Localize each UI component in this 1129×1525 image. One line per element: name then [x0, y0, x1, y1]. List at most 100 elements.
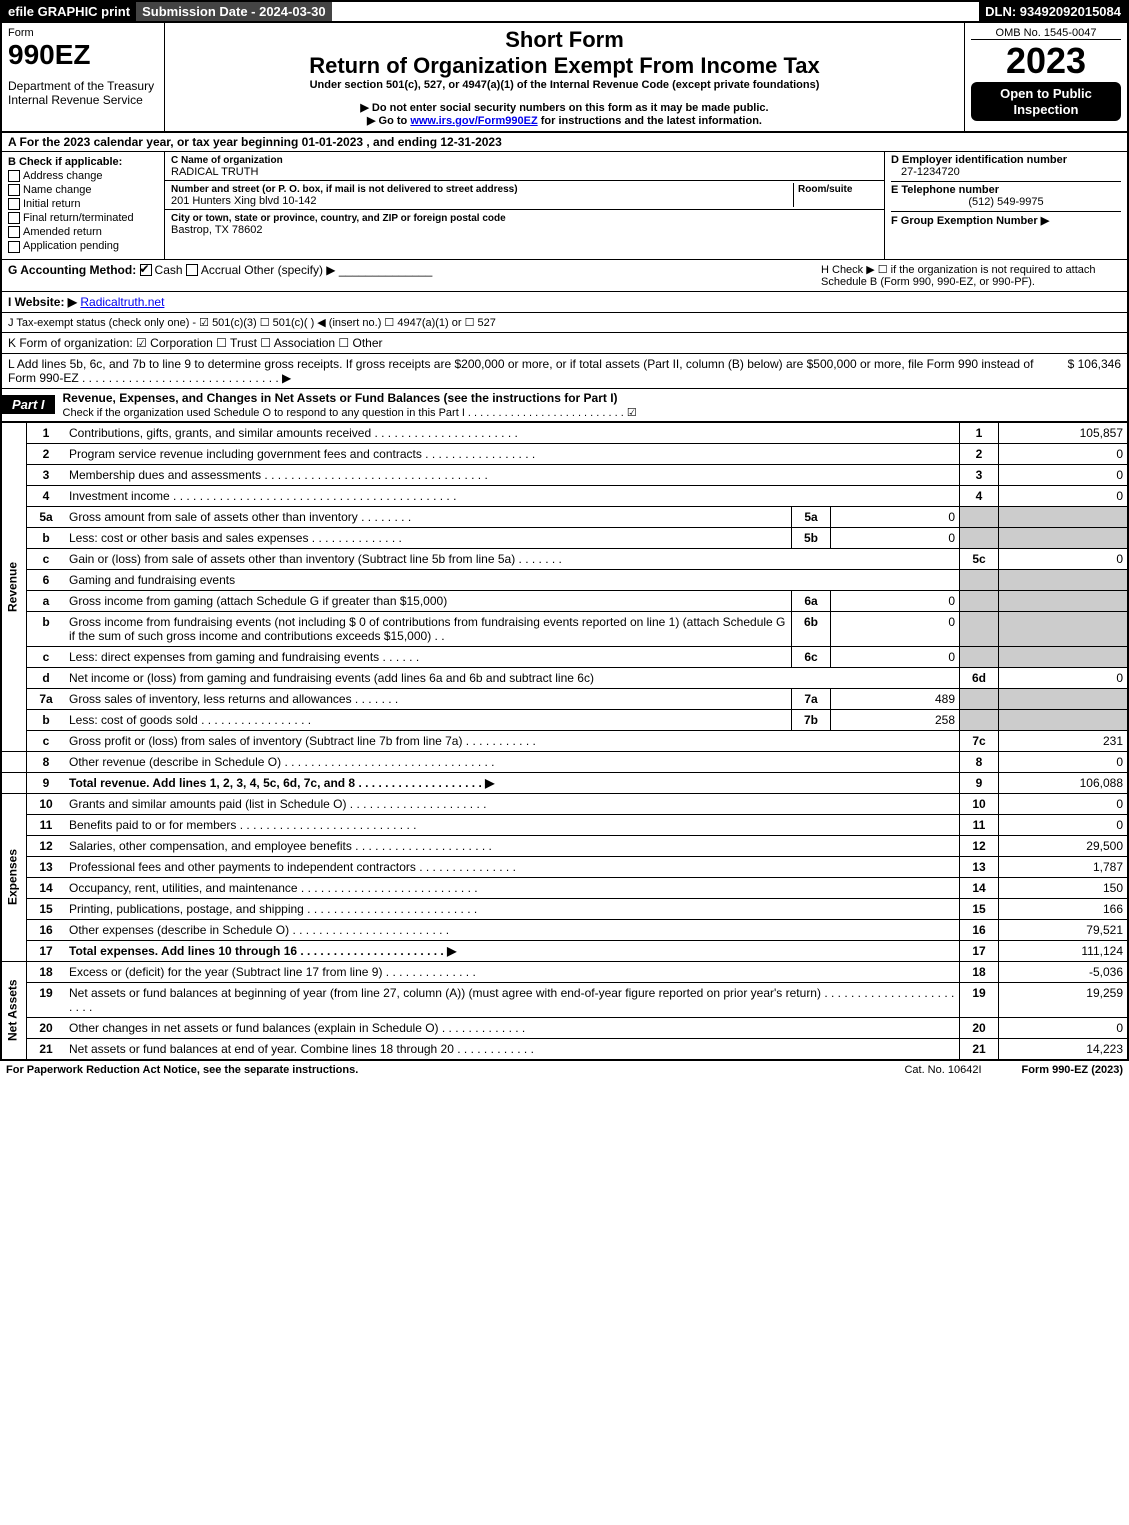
table-row: cGross profit or (loss) from sales of in… [1, 730, 1128, 751]
table-row: 7aGross sales of inventory, less returns… [1, 688, 1128, 709]
addr-label: Number and street (or P. O. box, if mail… [171, 184, 518, 195]
header-left: Form 990EZ Department of the Treasury In… [2, 23, 165, 131]
table-row: 9Total revenue. Add lines 1, 2, 3, 4, 5c… [1, 772, 1128, 793]
row-l-text: L Add lines 5b, 6c, and 7b to line 9 to … [8, 357, 1041, 385]
tel-label: E Telephone number [891, 181, 1121, 196]
chk-app-pending[interactable]: Application pending [8, 240, 158, 252]
table-row: cLess: direct expenses from gaming and f… [1, 646, 1128, 667]
short-form-title: Short Form [171, 27, 958, 53]
table-row: Net Assets 18Excess or (deficit) for the… [1, 961, 1128, 982]
form-header: Form 990EZ Department of the Treasury In… [0, 23, 1129, 133]
side-net-assets: Net Assets [1, 961, 27, 1059]
table-row: 13Professional fees and other payments t… [1, 856, 1128, 877]
warning-goto: ▶ Go to www.irs.gov/Form990EZ for instru… [171, 114, 958, 127]
box-b-checkboxes: B Check if applicable: Address change Na… [2, 152, 165, 259]
footer-paperwork: For Paperwork Reduction Act Notice, see … [6, 1064, 358, 1076]
table-row: Revenue 1 Contributions, gifts, grants, … [1, 422, 1128, 443]
part-i-label: Part I [2, 395, 55, 414]
table-row: 21Net assets or fund balances at end of … [1, 1038, 1128, 1059]
row-g-h: G Accounting Method: Cash Accrual Other … [0, 260, 1129, 292]
table-row: 12Salaries, other compensation, and empl… [1, 835, 1128, 856]
table-row: aGross income from gaming (attach Schedu… [1, 590, 1128, 611]
chk-name-change[interactable]: Name change [8, 184, 158, 196]
open-public-badge: Open to Public Inspection [971, 82, 1121, 121]
part-i-header: Part I Revenue, Expenses, and Changes in… [0, 389, 1129, 422]
box-c-address: C Name of organization RADICAL TRUTH Num… [165, 152, 885, 259]
dln-label: DLN: 93492092015084 [979, 2, 1127, 21]
efile-label: efile GRAPHIC print [2, 2, 136, 21]
irs-link[interactable]: www.irs.gov/Form990EZ [410, 115, 537, 127]
website-link[interactable]: Radicaltruth.net [80, 295, 164, 309]
table-row: 19Net assets or fund balances at beginni… [1, 982, 1128, 1017]
org-city: Bastrop, TX 78602 [171, 224, 263, 236]
form-word: Form [8, 27, 158, 39]
table-row: bGross income from fundraising events (n… [1, 611, 1128, 646]
chk-initial-return[interactable]: Initial return [8, 198, 158, 210]
ein-value: 27-1234720 [901, 166, 1121, 178]
part-i-title: Revenue, Expenses, and Changes in Net As… [55, 389, 1127, 421]
header-right: OMB No. 1545-0047 2023 Open to Public In… [965, 23, 1127, 131]
dept-treasury: Department of the Treasury [8, 79, 158, 93]
row-i-website: I Website: ▶ Radicaltruth.net [0, 292, 1129, 313]
row-l-gross-receipts: L Add lines 5b, 6c, and 7b to line 9 to … [0, 354, 1129, 389]
row-h-schedule-b: H Check ▶ ☐ if the organization is not r… [821, 263, 1121, 288]
org-info-grid: B Check if applicable: Address change Na… [0, 152, 1129, 260]
form-title: Return of Organization Exempt From Incom… [171, 53, 958, 79]
table-row: 4Investment income . . . . . . . . . . .… [1, 485, 1128, 506]
chk-amended[interactable]: Amended return [8, 226, 158, 238]
row-j-tax-status: J Tax-exempt status (check only one) - ☑… [0, 313, 1129, 333]
chk-final-return[interactable]: Final return/terminated [8, 212, 158, 224]
accounting-method: G Accounting Method: Cash Accrual Other … [8, 263, 821, 288]
table-row: 11Benefits paid to or for members . . . … [1, 814, 1128, 835]
table-row: bLess: cost or other basis and sales exp… [1, 527, 1128, 548]
org-name-label: C Name of organization [171, 155, 283, 166]
table-row: bLess: cost of goods sold . . . . . . . … [1, 709, 1128, 730]
org-name-row: C Name of organization RADICAL TRUTH [165, 152, 884, 181]
city-label: City or town, state or province, country… [171, 213, 506, 224]
page-footer: For Paperwork Reduction Act Notice, see … [0, 1060, 1129, 1079]
group-exemption-label: F Group Exemption Number ▶ [891, 211, 1121, 227]
side-revenue: Revenue [1, 422, 27, 751]
table-row: 15Printing, publications, postage, and s… [1, 898, 1128, 919]
org-city-row: City or town, state or province, country… [165, 210, 884, 238]
table-row: 5aGross amount from sale of assets other… [1, 506, 1128, 527]
chk-accrual[interactable] [186, 264, 198, 276]
row-l-amount: $ 106,346 [1041, 357, 1121, 385]
table-row: 14Occupancy, rent, utilities, and mainte… [1, 877, 1128, 898]
org-address: 201 Hunters Xing blvd 10-142 [171, 195, 317, 207]
table-row: 17Total expenses. Add lines 10 through 1… [1, 940, 1128, 961]
top-bar: efile GRAPHIC print Submission Date - 20… [0, 0, 1129, 23]
part-i-table: Revenue 1 Contributions, gifts, grants, … [0, 422, 1129, 1060]
footer-formid: Form 990-EZ (2023) [1022, 1064, 1123, 1076]
omb-number: OMB No. 1545-0047 [971, 27, 1121, 40]
table-row: 20Other changes in net assets or fund ba… [1, 1017, 1128, 1038]
box-d-ein: D Employer identification number 27-1234… [885, 152, 1127, 259]
room-label: Room/suite [798, 184, 852, 195]
table-row: Expenses 10Grants and similar amounts pa… [1, 793, 1128, 814]
header-center: Short Form Return of Organization Exempt… [165, 23, 965, 131]
row-k-org-form: K Form of organization: ☑ Corporation ☐ … [0, 333, 1129, 354]
form-subtitle: Under section 501(c), 527, or 4947(a)(1)… [171, 79, 958, 91]
submission-date: Submission Date - 2024-03-30 [136, 2, 332, 21]
tel-value: (512) 549-9975 [891, 196, 1121, 208]
form-number: 990EZ [8, 39, 158, 71]
table-row: 8Other revenue (describe in Schedule O) … [1, 751, 1128, 772]
side-expenses: Expenses [1, 793, 27, 961]
table-row: 6Gaming and fundraising events [1, 569, 1128, 590]
table-row: 3Membership dues and assessments . . . .… [1, 464, 1128, 485]
chk-address-change[interactable]: Address change [8, 170, 158, 182]
dept-irs: Internal Revenue Service [8, 93, 158, 107]
tax-year: 2023 [971, 40, 1121, 82]
footer-catno: Cat. No. 10642I [904, 1064, 981, 1076]
table-row: cGain or (loss) from sale of assets othe… [1, 548, 1128, 569]
table-row: 16Other expenses (describe in Schedule O… [1, 919, 1128, 940]
warning-ssn: ▶ Do not enter social security numbers o… [171, 101, 958, 114]
chk-cash[interactable] [140, 264, 152, 276]
org-name: RADICAL TRUTH [171, 166, 258, 178]
table-row: dNet income or (loss) from gaming and fu… [1, 667, 1128, 688]
box-b-header: B Check if applicable: [8, 156, 158, 168]
section-a-taxyear: A For the 2023 calendar year, or tax yea… [0, 133, 1129, 152]
org-addr-row: Number and street (or P. O. box, if mail… [165, 181, 884, 210]
table-row: 2Program service revenue including gover… [1, 443, 1128, 464]
ein-label: D Employer identification number [891, 154, 1121, 166]
